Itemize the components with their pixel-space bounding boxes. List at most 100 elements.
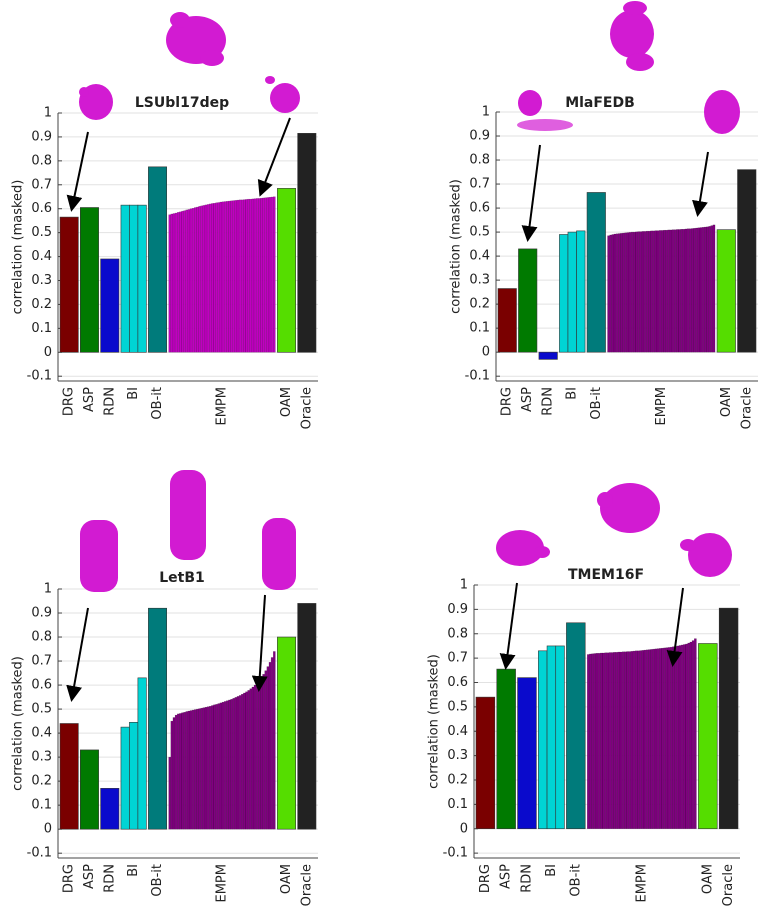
bar — [676, 229, 679, 353]
bar — [226, 700, 229, 830]
bar — [247, 690, 250, 830]
x-tick-label: EMPM — [654, 387, 669, 426]
arrow — [499, 582, 518, 670]
y-tick-label: 0 — [44, 345, 52, 360]
y-tick-label: 1 — [44, 106, 52, 121]
bar — [219, 702, 223, 830]
bar — [236, 696, 240, 830]
bar — [652, 648, 656, 829]
bar — [652, 230, 656, 353]
y-tick-label: 0.8 — [447, 626, 468, 641]
bar — [255, 682, 259, 830]
bar — [680, 644, 684, 829]
bar — [656, 230, 660, 353]
y-tick-label: 0.4 — [31, 726, 52, 741]
bar — [691, 228, 694, 353]
bar — [624, 232, 628, 353]
bar — [641, 231, 645, 353]
bar — [255, 198, 259, 353]
x-tick-label: Oracle — [721, 864, 736, 906]
bar — [607, 235, 610, 353]
bar — [617, 651, 621, 829]
bar — [120, 204, 130, 353]
illustrations — [66, 1, 740, 702]
bar — [183, 712, 186, 830]
bar — [621, 651, 625, 829]
bar — [268, 662, 272, 830]
bar — [120, 726, 130, 830]
bar — [689, 228, 692, 353]
bar — [606, 652, 610, 829]
bar — [678, 229, 681, 353]
bar — [602, 652, 605, 829]
x-tick-label: RDN — [519, 864, 534, 893]
bar — [241, 693, 244, 830]
bar — [187, 209, 191, 353]
bar — [611, 652, 614, 829]
x-tick-label: RDN — [541, 387, 556, 416]
x-tick-label: RDN — [102, 387, 117, 416]
bar — [200, 205, 204, 353]
bar — [710, 225, 714, 353]
bar — [665, 647, 669, 829]
bar — [682, 229, 686, 353]
bar — [620, 233, 623, 353]
bar — [654, 230, 658, 353]
x-tick-label: OAM — [719, 387, 734, 417]
bar — [626, 232, 630, 353]
bar — [567, 231, 577, 353]
y-tick-label: 0.2 — [31, 297, 52, 312]
bar — [687, 642, 691, 829]
chart-title: LSUbl17dep — [135, 95, 229, 111]
bar — [266, 666, 270, 830]
bar — [230, 699, 233, 830]
bar — [179, 713, 182, 830]
bar — [258, 198, 261, 353]
y-tick-label: 0 — [482, 345, 490, 360]
bar — [277, 636, 296, 830]
bar — [270, 657, 274, 830]
bar — [645, 649, 649, 829]
bar — [680, 229, 683, 353]
y-tick-label: 0.6 — [31, 678, 52, 693]
bar — [654, 648, 658, 829]
bar — [497, 288, 517, 353]
bar — [538, 351, 558, 360]
bar — [260, 197, 263, 353]
bar — [59, 216, 79, 353]
bar — [148, 166, 167, 353]
bar — [129, 721, 139, 830]
bar — [262, 197, 265, 353]
bar — [234, 697, 238, 830]
bar — [232, 200, 236, 353]
bar — [80, 207, 99, 353]
bar — [586, 192, 606, 353]
bar — [639, 231, 643, 353]
bar — [245, 691, 248, 830]
bar — [297, 603, 317, 830]
bar — [198, 708, 201, 830]
bar — [202, 707, 206, 830]
y-tick-label: -0.1 — [27, 369, 52, 384]
bar — [604, 652, 608, 829]
bar — [211, 203, 214, 353]
x-tick-label: EMPM — [215, 864, 230, 903]
bar — [194, 709, 197, 830]
y-tick-label: 0.8 — [31, 630, 52, 645]
bar — [691, 640, 695, 829]
y-tick-label: 0 — [460, 821, 468, 836]
bar — [185, 209, 189, 353]
bar — [697, 227, 701, 353]
bar — [706, 226, 709, 353]
bar — [595, 653, 599, 829]
y-tick-label: 0.4 — [447, 724, 468, 739]
y-tick-label: -0.1 — [27, 846, 52, 861]
y-tick-label: 0.2 — [469, 297, 490, 312]
x-tick-label: DRG — [62, 387, 77, 416]
bar — [667, 647, 671, 829]
arrow — [66, 131, 89, 212]
x-tick-label: OAM — [279, 864, 294, 894]
bar — [518, 248, 538, 353]
bar — [609, 234, 613, 353]
y-tick-label: 0.2 — [447, 773, 468, 788]
